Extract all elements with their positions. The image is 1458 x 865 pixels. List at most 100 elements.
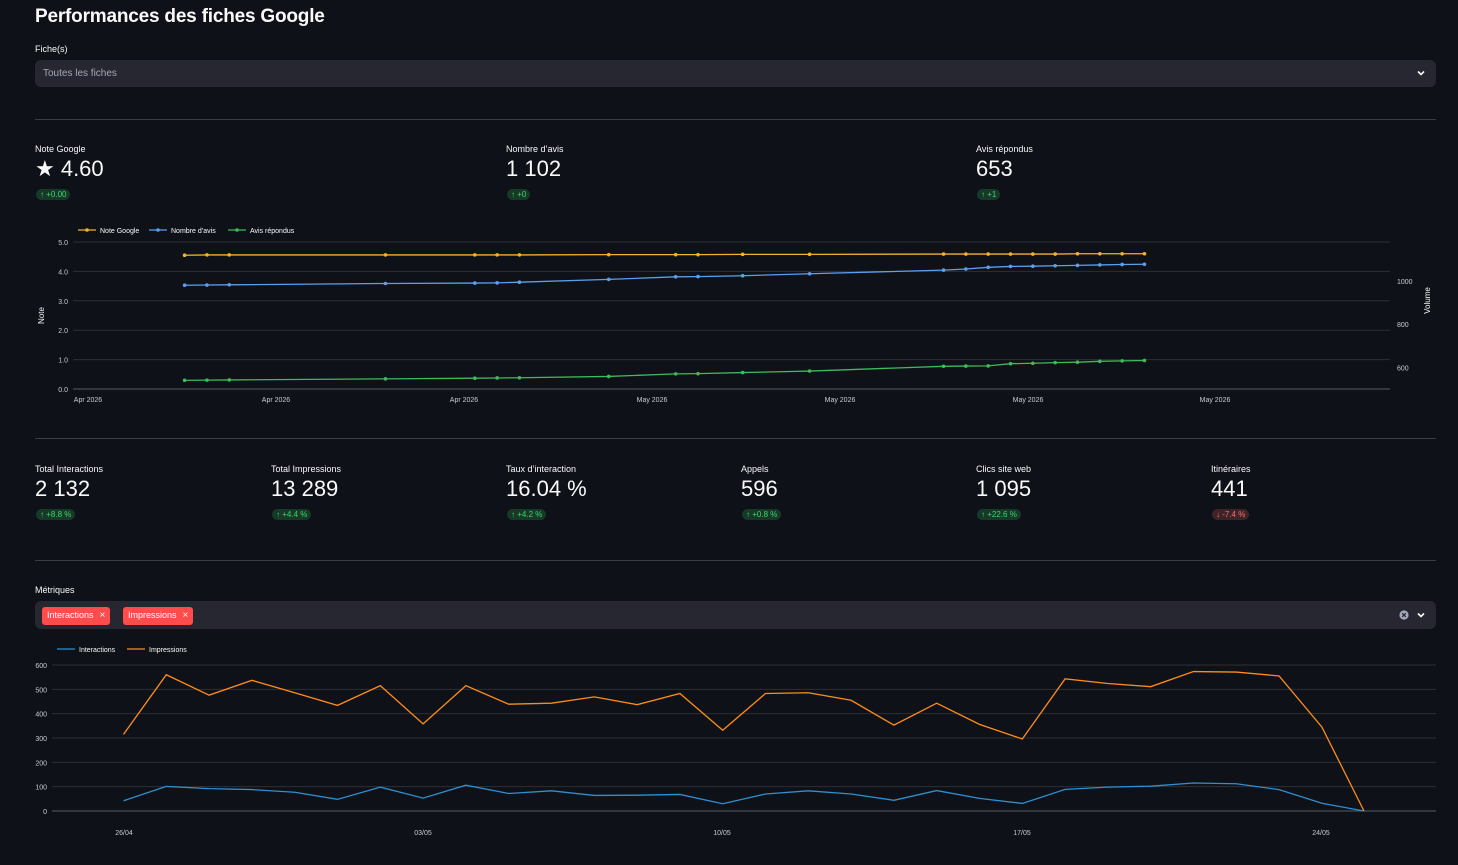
data-point [205,283,209,287]
divider [35,119,1436,120]
metric-delta: ↑ +22.6 % [977,509,1021,520]
x-tick-label: 10/05 [713,830,731,837]
data-point [227,378,232,382]
tag-label: Interactions [47,610,94,620]
x-tick-label: May 2026 [825,397,856,404]
metric-value: 16.04 % [506,476,587,501]
data-point [182,253,187,258]
fiche-filter-label: Fiche(s) [35,44,68,54]
data-point [673,252,678,257]
data-point [941,268,946,272]
metric-delta: ↑ +0 [507,189,531,200]
series-line [184,359,1145,382]
fiche-select-placeholder: Toutes les fiches [43,68,117,79]
data-point [606,277,611,282]
data-point [1031,361,1035,366]
data-point [1098,359,1102,364]
data-point [205,378,209,382]
tag-impressions[interactable]: Impressions × [123,607,194,625]
legend-label: Impressions [149,647,187,654]
y2-axis-label: Volume [1423,287,1432,314]
metric-value: 441 [1211,476,1248,501]
data-point [740,370,745,375]
data-point [696,252,700,257]
y-tick-label: 0.0 [58,387,68,394]
metric-delta: ↑ +0.00 [36,189,71,200]
series-line [122,670,1365,812]
data-point [472,253,477,257]
metric-delta: ↑ +8.8 % [36,509,76,520]
data-point [472,281,477,285]
y2-tick-label: 800 [1397,322,1409,329]
metric-value: 13 289 [271,476,339,501]
y-tick-label: 4.0 [58,269,68,276]
metric-delta: ↑ +1 [977,189,1001,200]
x-tick-label: Apr 2026 [74,397,103,404]
data-point [1053,263,1057,268]
data-point [1031,252,1035,256]
page-title: Performances des fiches Google [35,6,325,27]
chevron-down-icon[interactable] [1415,67,1427,79]
y-tick-label: 5.0 [58,240,68,247]
data-point [1053,252,1057,256]
metric-label: Avis répondus [976,144,1033,154]
x-tick-label: May 2026 [1200,397,1231,404]
data-point [495,253,499,257]
x-tick-label: Apr 2026 [450,397,479,404]
data-point [1008,361,1013,366]
metric-label: Taux d’interaction [506,464,577,474]
data-point [182,378,187,383]
chevron-down-icon[interactable] [1415,609,1427,621]
y2-tick-label: 1000 [1397,279,1413,286]
fiche-select[interactable]: Toutes les fiches [35,60,1436,87]
metric-value: 596 [741,476,778,501]
metric-value: 1 102 [506,156,562,181]
data-point [383,377,388,381]
remove-tag-icon[interactable]: × [182,610,189,621]
data-point [495,281,499,285]
y-tick-label: 500 [35,687,47,694]
data-point [1075,251,1080,256]
y-tick-label: 0 [43,809,47,816]
metric-label: Total Interactions [35,464,104,474]
legend-label: Note Google [100,228,139,235]
remove-tag-icon[interactable]: × [99,610,106,621]
data-point [205,253,209,257]
legend-label: Nombre d’avis [171,228,216,235]
data-point [941,252,946,256]
data-point [964,252,968,256]
metric-label: Total Impressions [271,464,342,474]
data-point [517,375,522,380]
clear-icon[interactable] [1398,609,1410,621]
legend-marker [156,228,160,232]
metric-value: 2 132 [35,476,91,501]
data-point [1075,360,1080,364]
y-tick-label: 3.0 [58,299,68,306]
data-point [1120,262,1124,267]
data-point [517,280,522,285]
data-point [807,369,812,373]
data-point [606,374,611,379]
data-point [227,283,232,287]
data-point [1075,263,1080,268]
metric-label: Appels [741,464,769,474]
metrics-multiselect[interactable]: Interactions × Impressions × [35,601,1436,629]
data-point [986,252,991,256]
legend-marker [235,228,239,232]
data-point [472,376,477,380]
series-line [184,263,1145,286]
metrics-select-label: Métriques [35,585,75,595]
metric-delta: ↑ +0.8 % [742,509,782,520]
data-point [1098,251,1102,256]
data-point [986,265,991,270]
data-point [606,252,611,257]
metric-label: Note Google [35,144,86,154]
data-point [673,372,678,376]
data-point [807,271,812,276]
tag-label: Impressions [128,610,177,620]
data-point [1008,252,1013,256]
data-point [696,274,700,279]
data-point [383,281,388,286]
tag-interactions[interactable]: Interactions × [42,607,111,625]
data-point [964,267,968,271]
